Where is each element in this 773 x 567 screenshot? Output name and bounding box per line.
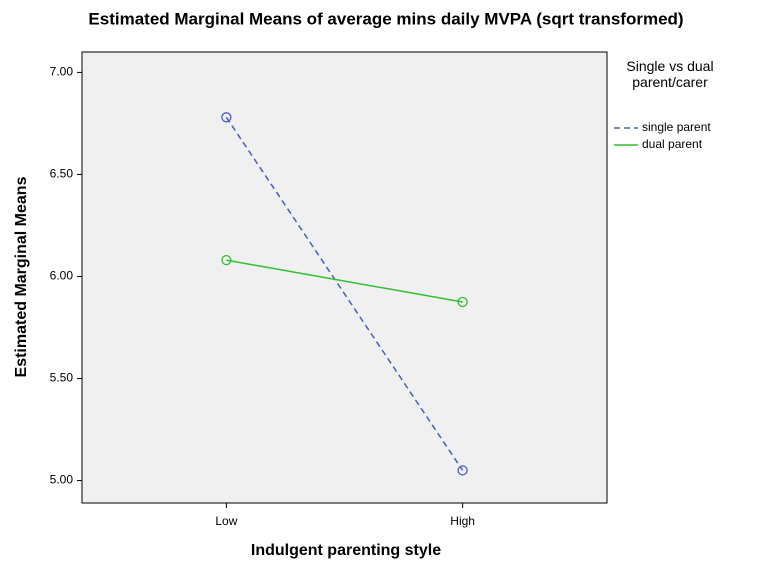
- legend-title: Single vs dual parent/carer: [626, 58, 714, 90]
- y-tick-label: 5.00: [50, 473, 74, 487]
- data-point: [221, 112, 232, 123]
- x-axis-label: Indulgent parenting style: [251, 542, 441, 559]
- y-tick-label: 5.50: [50, 371, 74, 385]
- x-tick-label: Low: [215, 514, 237, 528]
- data-point: [221, 255, 232, 266]
- y-tick-label: 7.00: [50, 65, 74, 79]
- x-tick-label: High: [450, 514, 475, 528]
- y-tick-label: 6.00: [50, 269, 74, 283]
- chart-title: Estimated Marginal Means of average mins…: [88, 9, 683, 28]
- legend-label: dual parent: [642, 137, 703, 151]
- data-point: [457, 296, 468, 308]
- plot-area: [81, 51, 608, 504]
- y-axis-label: Estimated Marginal Means: [13, 176, 30, 377]
- series-line: [225, 116, 464, 471]
- data-point: [457, 465, 468, 476]
- series-line: [226, 259, 463, 303]
- legend-label: single parent: [642, 120, 711, 134]
- y-tick-label: 6.50: [50, 167, 74, 181]
